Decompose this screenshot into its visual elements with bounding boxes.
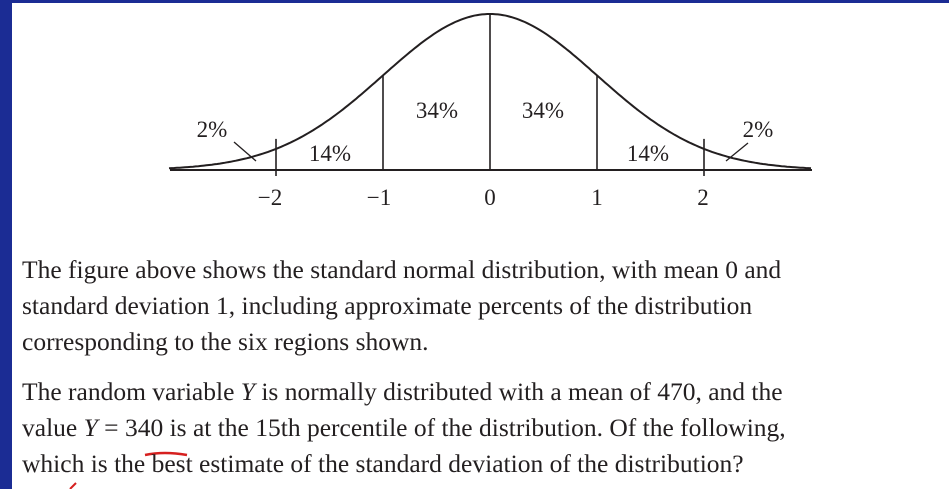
text: value — [22, 413, 84, 442]
region-label: 34% — [416, 98, 458, 123]
region-label: 14% — [627, 141, 669, 166]
red-underline — [144, 451, 188, 457]
text: = — [97, 413, 125, 442]
leader-line — [233, 141, 257, 162]
axis-label: 2 — [697, 185, 709, 210]
text: is at the 15th percentile of the distrib… — [163, 413, 786, 442]
value: 340 — [124, 413, 164, 442]
axis-label: −1 — [367, 185, 391, 210]
leader-line — [725, 142, 749, 162]
normal-figure: 2% 14% 34% 34% 14% 2% −2 −1 0 1 2 — [69, 13, 812, 489]
axis-label: −2 — [258, 185, 282, 210]
red-mark — [69, 482, 77, 489]
text-line: The random variable Y is normally distri… — [22, 377, 783, 407]
axis-label: 0 — [484, 185, 496, 210]
region-label: 14% — [309, 141, 351, 166]
text-line: corresponding to the six regions shown. — [22, 327, 429, 356]
region-label: 2% — [197, 117, 228, 142]
text-line: standard deviation 1, including approxim… — [22, 291, 753, 320]
region-label: 34% — [522, 98, 564, 123]
text-line: The figure above shows the standard norm… — [22, 255, 782, 284]
text: which is the best estimate of the standa… — [22, 449, 744, 478]
text: The random variable — [22, 377, 241, 406]
text-line: which is the best estimate of the standa… — [22, 449, 744, 479]
document: 2% 14% 34% 34% 14% 2% −2 −1 0 1 2 The fi… — [12, 3, 949, 489]
text: is normally distributed with a mean of 4… — [254, 377, 783, 406]
axis-label: 1 — [591, 185, 603, 210]
variable: Y — [240, 377, 255, 406]
text-line: value Y = 340 is at the 15th percentile … — [22, 413, 786, 443]
variable: Y — [83, 413, 98, 442]
region-label: 2% — [743, 117, 774, 142]
